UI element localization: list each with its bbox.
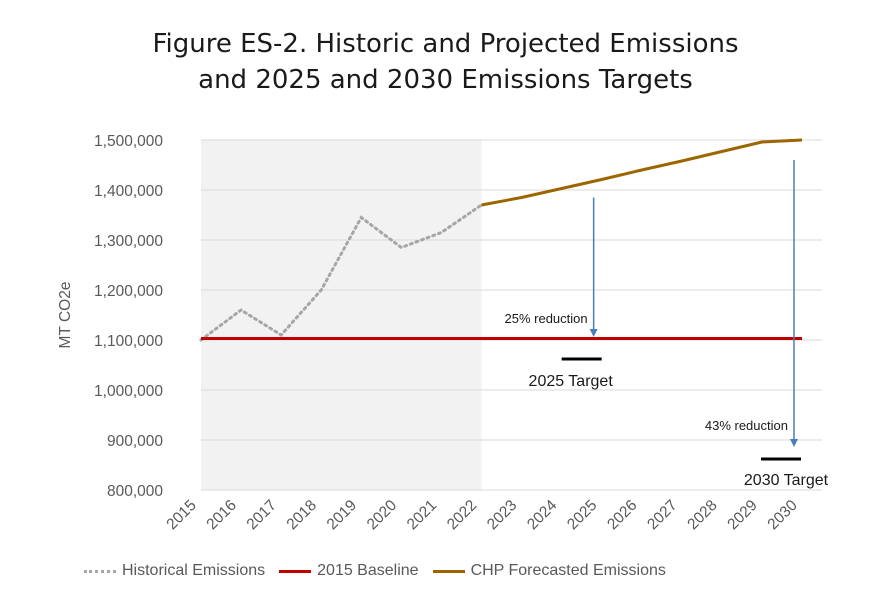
y-tick-label: 1,500,000 — [94, 133, 163, 150]
x-tick-label: 2030 — [764, 497, 801, 534]
legend-label-baseline: 2015 Baseline — [317, 562, 419, 579]
x-tick-label: 2018 — [284, 497, 320, 533]
y-tick-label: 800,000 — [107, 483, 163, 500]
series-chp-forecasted-emissions — [481, 138, 803, 207]
series-historical-emissions — [199, 203, 483, 342]
x-tick-label: 2016 — [203, 497, 239, 533]
reduction-label: 25% reduction — [505, 311, 588, 326]
legend-label-historical: Historical Emissions — [122, 562, 266, 579]
x-tick-label: 2022 — [444, 497, 480, 533]
x-tick-label: 2019 — [324, 497, 360, 533]
y-tick-label: 1,400,000 — [94, 183, 163, 200]
legend-swatch-historical — [84, 569, 116, 573]
legend-swatch-forecast — [432, 569, 465, 573]
y-tick-label: 1,000,000 — [94, 383, 163, 400]
x-tick-label: 2027 — [644, 497, 680, 533]
chart-title-line-2: and 2025 and 2030 Emissions Targets — [198, 65, 693, 95]
y-tick-label: 1,300,000 — [94, 233, 163, 250]
historical-shading — [201, 140, 482, 490]
x-tick-label: 2028 — [684, 497, 720, 533]
legend-label-forecast: CHP Forecasted Emissions — [470, 562, 666, 579]
x-tick-label: 2023 — [484, 497, 520, 533]
x-tick-label: 2024 — [524, 497, 561, 534]
y-tick-label: 900,000 — [107, 433, 163, 450]
y-tick-label: 1,200,000 — [94, 283, 163, 300]
legend-item-historical: Historical Emissions — [84, 562, 265, 580]
x-tick-label: 2025 — [564, 497, 600, 533]
x-tick-label: 2015 — [163, 497, 199, 533]
reduction-label: 43% reduction — [705, 418, 788, 433]
legend-item-forecast: CHP Forecasted Emissions — [432, 562, 666, 580]
x-tick-label: 2020 — [364, 497, 401, 534]
y-tick-label: 1,100,000 — [94, 333, 163, 350]
x-tick-label: 2017 — [244, 497, 280, 533]
x-tick-label: 2026 — [604, 497, 640, 533]
legend-swatch-baseline — [279, 569, 312, 573]
x-tick-label: 2021 — [404, 497, 440, 533]
target-label: 2030 Target — [744, 472, 829, 489]
x-tick-label: 2029 — [724, 497, 760, 533]
chart-title-line-1: Figure ES-2. Historic and Projected Emis… — [152, 29, 739, 59]
legend-item-baseline: 2015 Baseline — [279, 562, 419, 580]
y-axis-label: MT CO2e — [57, 282, 74, 349]
chart-legend: Historical Emissions 2015 Baseline CHP F… — [84, 562, 680, 580]
target-label: 2025 Target — [529, 373, 614, 390]
chart-title: Figure ES-2. Historic and Projected Emis… — [0, 26, 891, 98]
